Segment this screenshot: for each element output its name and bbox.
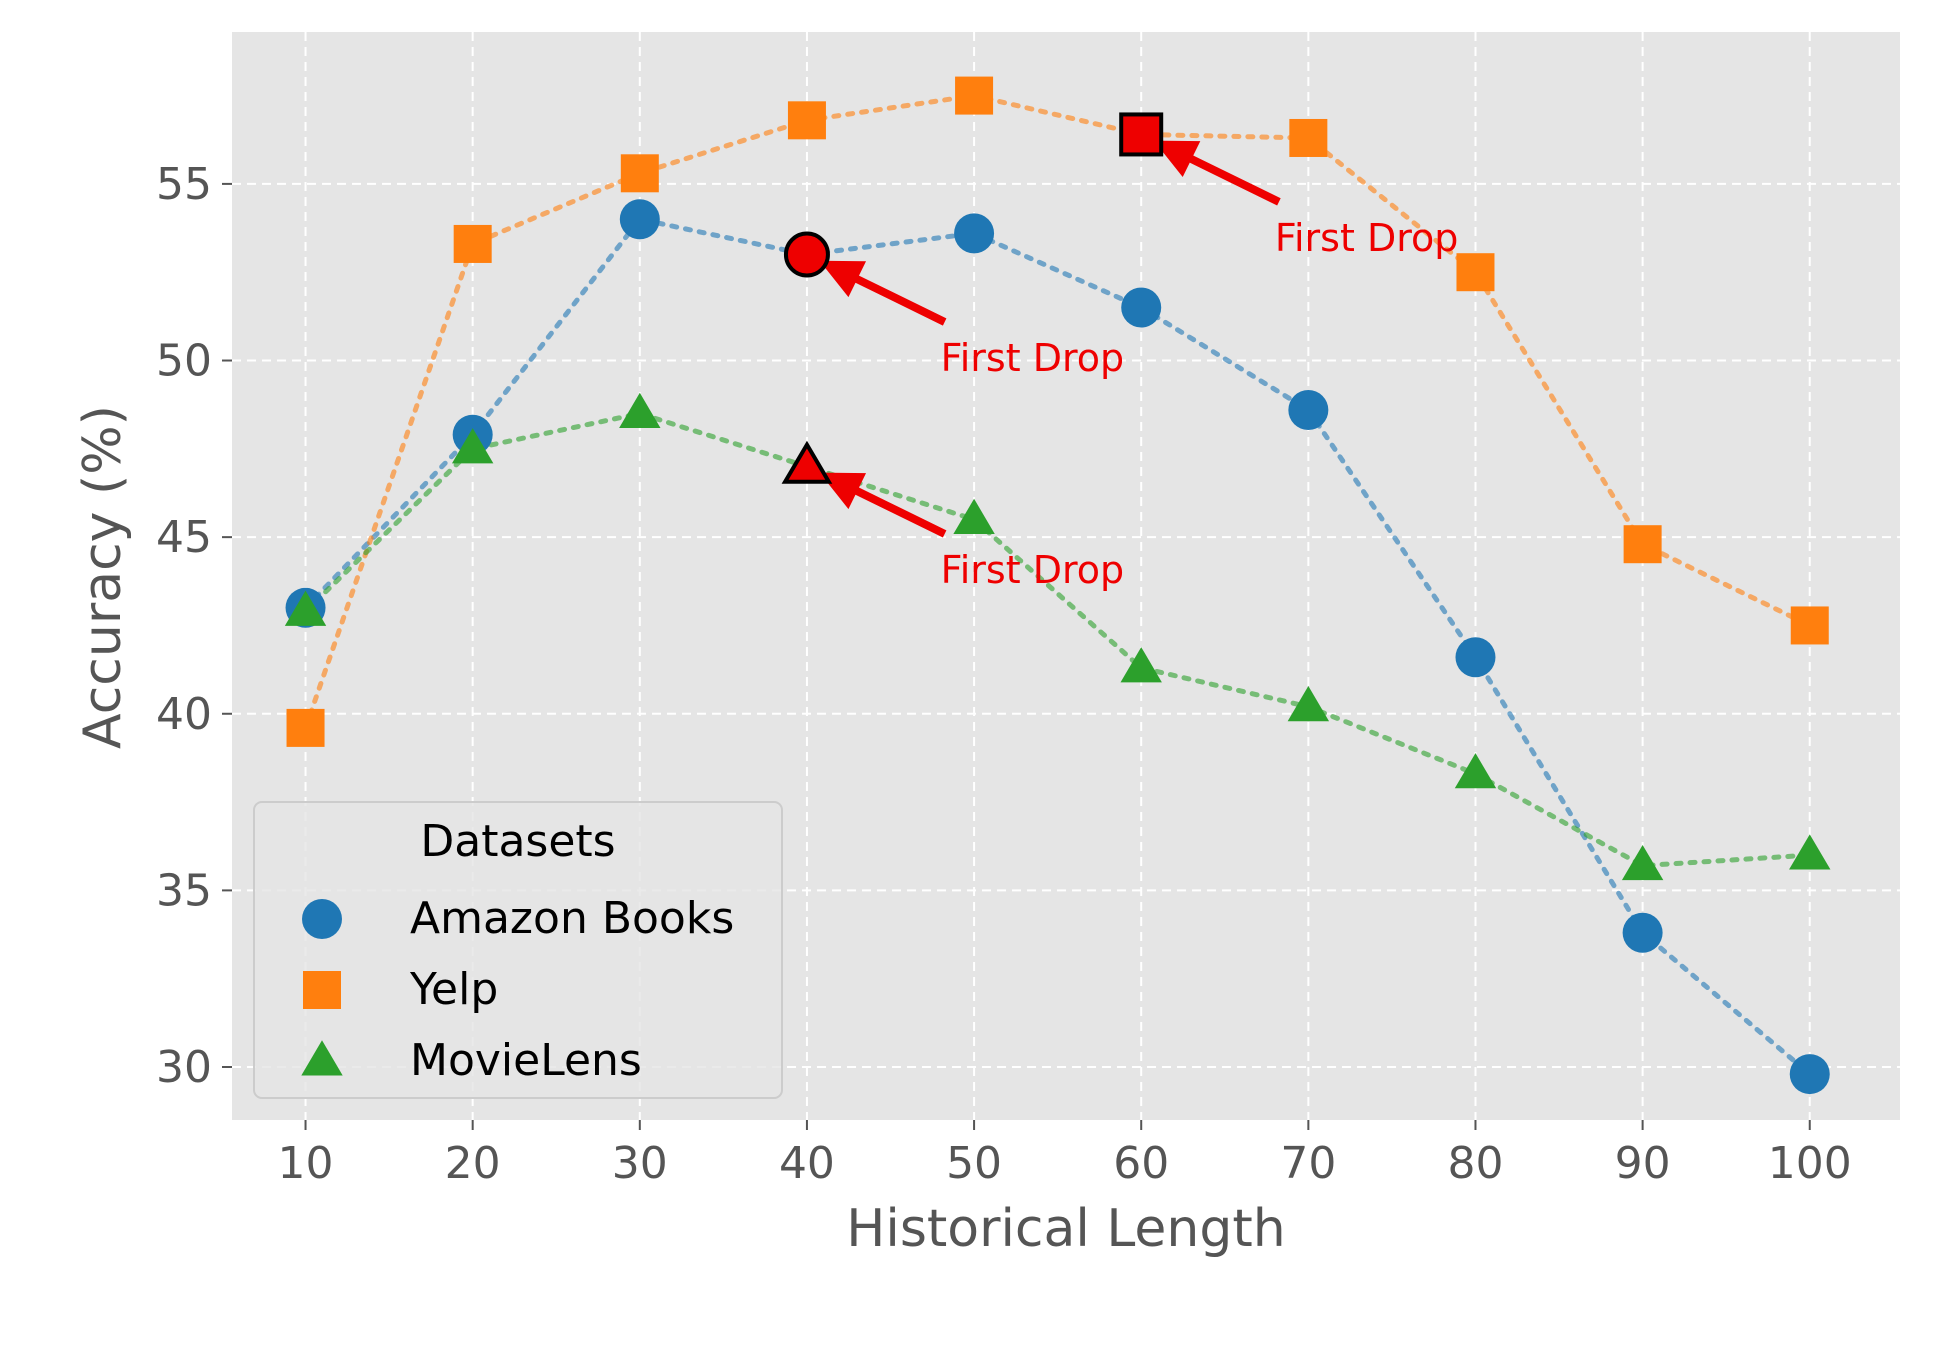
legend-frame: [253, 801, 783, 1099]
data-point-square: [1790, 606, 1829, 645]
x-tick-label: 60: [1113, 1138, 1169, 1189]
data-point-circle: [1455, 637, 1496, 678]
x-tick-label: 70: [1280, 1138, 1336, 1189]
data-point-circle: [954, 213, 995, 254]
data-point-triangle: [1789, 834, 1831, 870]
data-point-circle: [1121, 287, 1162, 328]
data-point-square: [1623, 525, 1662, 564]
legend-title: Datasets: [420, 816, 615, 867]
data-point-triangle: [284, 590, 327, 626]
data-point-triangle: [953, 498, 995, 534]
data-point-triangle: [1287, 686, 1330, 722]
legend-entries: Amazon Books Yelp MovieLens: [301, 893, 734, 1086]
data-point-square: [1289, 118, 1328, 157]
y-axis-title: Accuracy (%): [73, 405, 133, 749]
y-tick-label: 35: [156, 865, 212, 916]
data-point-triangle: [1120, 647, 1162, 683]
annotation-arrowhead: [1153, 140, 1201, 178]
x-axis-title: Historical Length: [846, 1199, 1285, 1259]
highlighted-point-triangle: [781, 440, 833, 484]
annotation-arrow: [850, 272, 947, 326]
x-tick-label: 40: [779, 1138, 835, 1189]
series-line-2: [303, 93, 1813, 731]
series-line-1: [303, 216, 1813, 1077]
annotations: First Drop First Drop First Drop: [781, 112, 1458, 592]
data-point-square: [620, 154, 659, 193]
y-ticks: 30 35 40 45 50 55: [156, 159, 232, 1093]
legend-label: MovieLens: [410, 1035, 642, 1086]
y-tick-label: 40: [156, 689, 212, 740]
y-tick-label: 30: [156, 1042, 212, 1093]
annotation-arrowhead: [819, 472, 867, 510]
y-tick-label: 55: [156, 159, 212, 210]
data-point-square: [787, 101, 826, 140]
data-point-circle: [1288, 389, 1329, 430]
legend-label: Yelp: [409, 964, 498, 1015]
annotation-label: First Drop: [941, 548, 1124, 592]
x-tick-label: 10: [278, 1138, 334, 1189]
annotation-label: First Drop: [941, 336, 1124, 380]
data-point-triangle: [1621, 844, 1664, 881]
legend-marker-square: [303, 971, 341, 1009]
y-tick-label: 50: [156, 336, 212, 387]
x-ticks: 10 20 30 40 50 60 70 80 90 100: [278, 1120, 1852, 1189]
series-lines: [303, 93, 1813, 1077]
data-point-square: [286, 708, 325, 747]
annotation-arrow: [1184, 152, 1281, 206]
legend-marker-circle: [302, 899, 342, 939]
data-point-circle: [619, 199, 660, 240]
data-point-square: [453, 224, 492, 263]
annotation-label: First Drop: [1275, 216, 1458, 260]
annotation-arrow: [850, 484, 947, 538]
annotation-arrowhead: [819, 260, 867, 298]
series-markers: [284, 76, 1831, 1095]
x-tick-label: 100: [1768, 1138, 1852, 1189]
series-line-3: [303, 410, 1813, 869]
data-point-circle: [1789, 1054, 1830, 1095]
x-tick-label: 50: [946, 1138, 1002, 1189]
x-tick-label: 20: [445, 1138, 501, 1189]
x-tick-label: 30: [612, 1138, 668, 1189]
legend-marker-triangle: [301, 1040, 343, 1076]
data-point-square: [1456, 253, 1495, 292]
data-point-square: [955, 76, 994, 115]
legend: Datasets Amazon Books Yelp MovieLens: [253, 801, 783, 1099]
x-tick-label: 90: [1615, 1138, 1671, 1189]
legend-label: Amazon Books: [410, 893, 734, 944]
highlighted-point-square: [1119, 112, 1164, 157]
data-point-triangle: [451, 428, 494, 464]
data-point-triangle: [1454, 753, 1497, 789]
y-tick-label: 45: [156, 512, 212, 563]
data-point-circle: [1622, 912, 1663, 953]
data-point-triangle: [619, 392, 661, 428]
x-tick-label: 80: [1447, 1138, 1503, 1189]
highlighted-point-circle: [783, 231, 830, 278]
